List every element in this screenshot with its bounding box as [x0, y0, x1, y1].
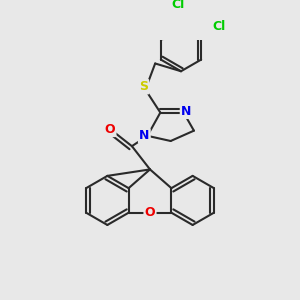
- Text: Cl: Cl: [172, 0, 185, 11]
- Text: O: O: [145, 206, 155, 219]
- Text: S: S: [139, 80, 148, 93]
- Text: O: O: [105, 123, 115, 136]
- Text: N: N: [139, 129, 149, 142]
- Text: Cl: Cl: [213, 20, 226, 32]
- Text: N: N: [181, 105, 191, 118]
